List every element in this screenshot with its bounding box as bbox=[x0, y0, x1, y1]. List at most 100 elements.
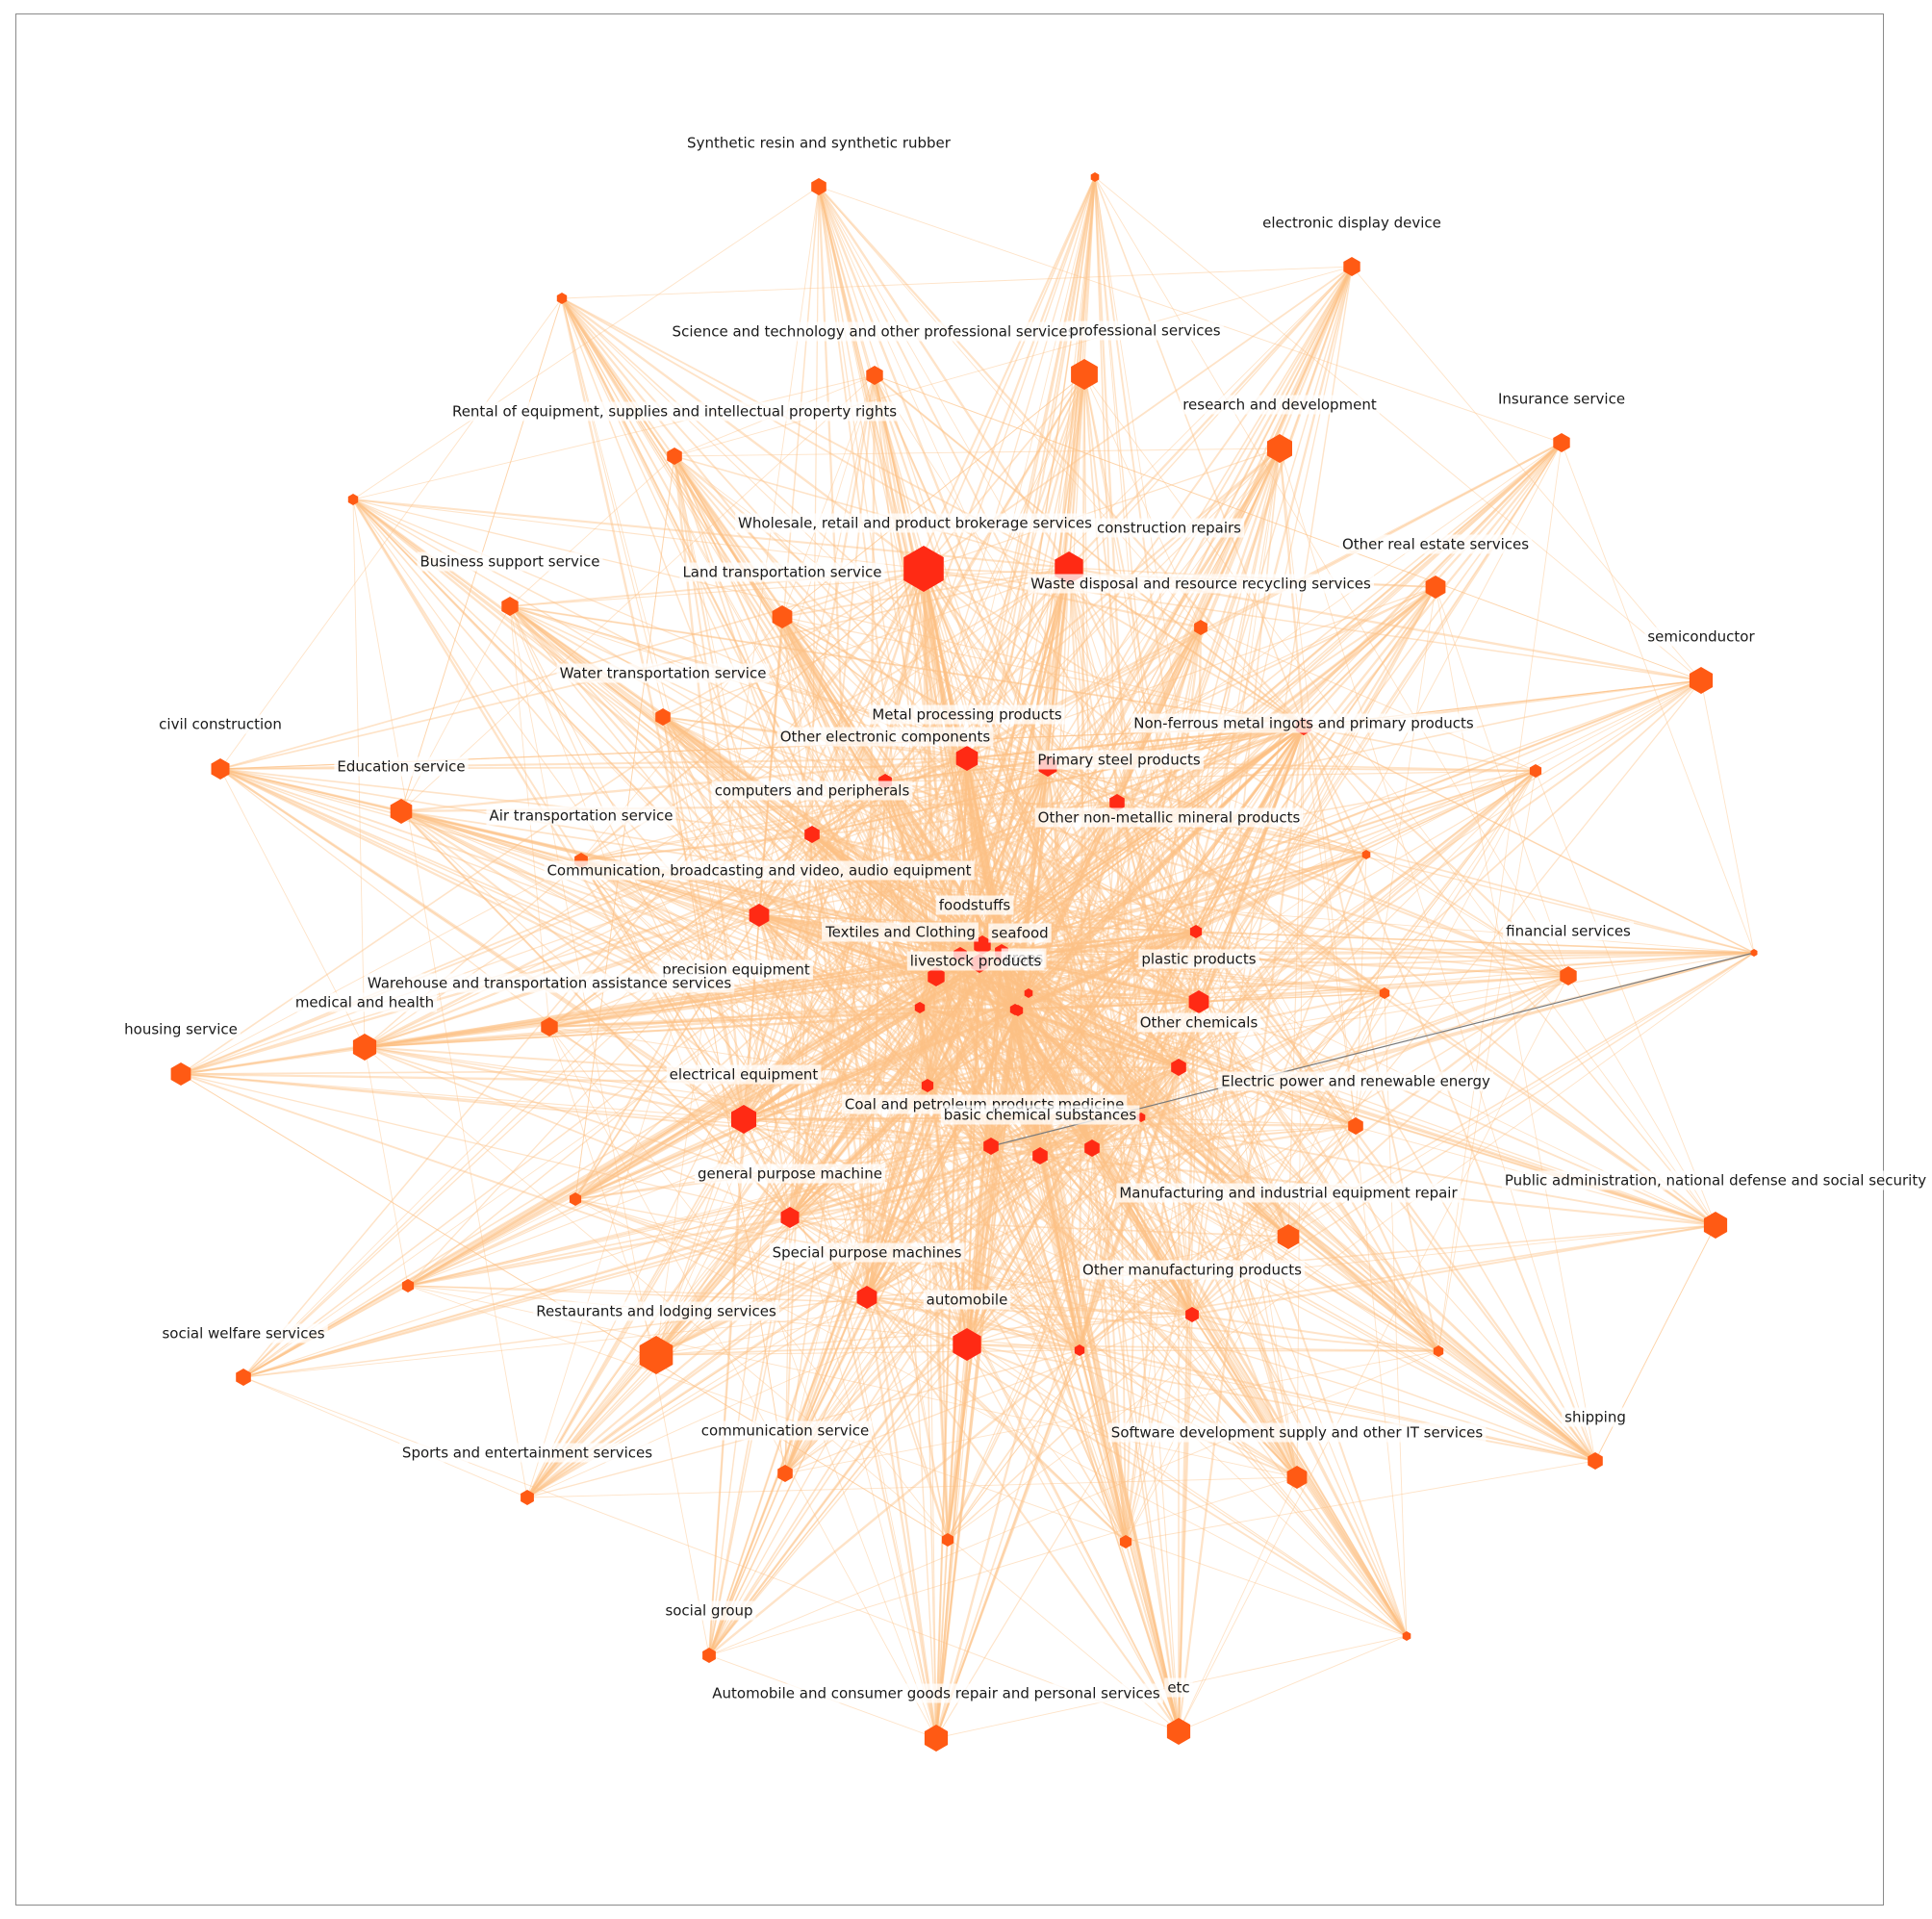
network-node[interactable] bbox=[1188, 990, 1209, 1013]
network-node[interactable] bbox=[1379, 987, 1390, 999]
network-node[interactable] bbox=[924, 1725, 949, 1752]
network-node[interactable] bbox=[1560, 966, 1577, 985]
network-node[interactable] bbox=[1425, 576, 1446, 599]
network-edge bbox=[966, 975, 1569, 1345]
network-node[interactable] bbox=[1032, 1147, 1048, 1164]
network-node[interactable] bbox=[1024, 988, 1033, 998]
network-node[interactable] bbox=[347, 494, 359, 505]
network-edge bbox=[990, 726, 1305, 1147]
network-node[interactable] bbox=[521, 1490, 534, 1505]
network-node[interactable] bbox=[731, 1105, 756, 1134]
network-edge bbox=[561, 297, 1305, 728]
network-edge bbox=[219, 768, 745, 1120]
network-node[interactable] bbox=[749, 904, 770, 927]
network-node[interactable] bbox=[953, 1328, 981, 1361]
network-node[interactable] bbox=[1689, 667, 1714, 694]
network-node[interactable] bbox=[401, 1279, 415, 1292]
network-node[interactable] bbox=[1012, 1005, 1024, 1016]
network-node[interactable] bbox=[501, 597, 519, 616]
network-node[interactable] bbox=[1402, 1631, 1411, 1641]
network-node[interactable] bbox=[556, 293, 568, 304]
network-node[interactable] bbox=[983, 1138, 999, 1155]
network-node[interactable] bbox=[569, 1192, 582, 1206]
network-node[interactable] bbox=[667, 448, 682, 465]
network-edge bbox=[1091, 726, 1305, 1149]
network-edge bbox=[662, 716, 1180, 1732]
network-edge bbox=[548, 1007, 921, 1028]
network-node[interactable] bbox=[1109, 794, 1125, 811]
network-node[interactable] bbox=[804, 826, 820, 843]
network-edge bbox=[1068, 567, 1305, 728]
node-label-group: Other non-metallic mineral products bbox=[1034, 807, 1304, 828]
network-node[interactable] bbox=[1750, 949, 1758, 957]
network-node[interactable] bbox=[1119, 1535, 1132, 1548]
network-edge bbox=[655, 1343, 968, 1356]
network-edge bbox=[781, 616, 992, 1147]
network-node[interactable] bbox=[702, 1648, 716, 1663]
network-edge bbox=[1001, 951, 1142, 1118]
network-node[interactable] bbox=[1277, 1224, 1300, 1249]
network-node[interactable] bbox=[903, 546, 944, 592]
label-background bbox=[1338, 534, 1533, 554]
network-node[interactable] bbox=[390, 799, 413, 824]
network-node[interactable] bbox=[1286, 1466, 1308, 1489]
network-edge bbox=[1178, 1001, 1200, 1732]
network-node[interactable] bbox=[211, 758, 230, 780]
node-label: electronic display device bbox=[1262, 215, 1441, 232]
network-node[interactable] bbox=[780, 1207, 800, 1228]
network-edge bbox=[364, 764, 1049, 1049]
network-node[interactable] bbox=[941, 1533, 954, 1547]
network-node[interactable] bbox=[928, 967, 945, 986]
network-node[interactable] bbox=[866, 366, 883, 385]
network-node[interactable] bbox=[352, 1034, 377, 1061]
network-node[interactable] bbox=[1185, 1307, 1199, 1322]
network-edge bbox=[743, 951, 1003, 1120]
network-edge bbox=[574, 833, 813, 1200]
network-node[interactable] bbox=[1703, 1212, 1728, 1239]
network-node[interactable] bbox=[811, 178, 826, 195]
network-node[interactable] bbox=[921, 1079, 934, 1092]
network-node[interactable] bbox=[1433, 1345, 1444, 1357]
network-edge bbox=[655, 1314, 1193, 1356]
network-edge bbox=[884, 780, 1569, 977]
network-node[interactable] bbox=[1343, 257, 1360, 276]
network-edge bbox=[979, 962, 1408, 1637]
network-node[interactable] bbox=[1588, 1452, 1603, 1470]
network-node[interactable] bbox=[856, 1286, 877, 1309]
network-edge bbox=[743, 914, 760, 1120]
network-node[interactable] bbox=[639, 1336, 674, 1374]
network-node[interactable] bbox=[777, 1465, 793, 1482]
node-label: Water transportation service bbox=[560, 665, 767, 682]
network-node[interactable] bbox=[955, 746, 979, 771]
network-edge bbox=[1191, 770, 1537, 1316]
network-node[interactable] bbox=[772, 605, 793, 628]
network-node[interactable] bbox=[1071, 359, 1098, 390]
network-node[interactable] bbox=[1267, 434, 1292, 463]
network-node[interactable] bbox=[655, 708, 671, 726]
network-node[interactable] bbox=[1074, 1344, 1085, 1356]
network-node[interactable] bbox=[914, 1002, 926, 1013]
network-node[interactable] bbox=[1194, 620, 1208, 635]
network-edge bbox=[1078, 931, 1198, 1351]
network-node[interactable] bbox=[1090, 172, 1100, 182]
network-edge bbox=[352, 499, 1080, 1351]
network-edge bbox=[352, 498, 1070, 570]
network-node[interactable] bbox=[1084, 1139, 1100, 1157]
network-edge bbox=[1079, 627, 1202, 1351]
network-node[interactable] bbox=[1166, 1718, 1191, 1745]
network-node[interactable] bbox=[1189, 925, 1203, 938]
network-node[interactable] bbox=[236, 1369, 251, 1386]
network-node[interactable] bbox=[1529, 764, 1542, 778]
network-edge bbox=[1094, 176, 1305, 728]
network-node[interactable] bbox=[1361, 850, 1371, 859]
network-edge bbox=[180, 757, 968, 1075]
network-node[interactable] bbox=[541, 1017, 558, 1036]
network-edge bbox=[1016, 1010, 1042, 1157]
network-node[interactable] bbox=[1348, 1117, 1363, 1135]
network-node[interactable] bbox=[170, 1062, 191, 1086]
network-edge bbox=[1090, 1147, 1128, 1543]
network-edge bbox=[1017, 1010, 1093, 1149]
network-node[interactable] bbox=[1553, 433, 1570, 452]
network-node[interactable] bbox=[1171, 1059, 1186, 1076]
network-edge bbox=[1094, 176, 1118, 804]
